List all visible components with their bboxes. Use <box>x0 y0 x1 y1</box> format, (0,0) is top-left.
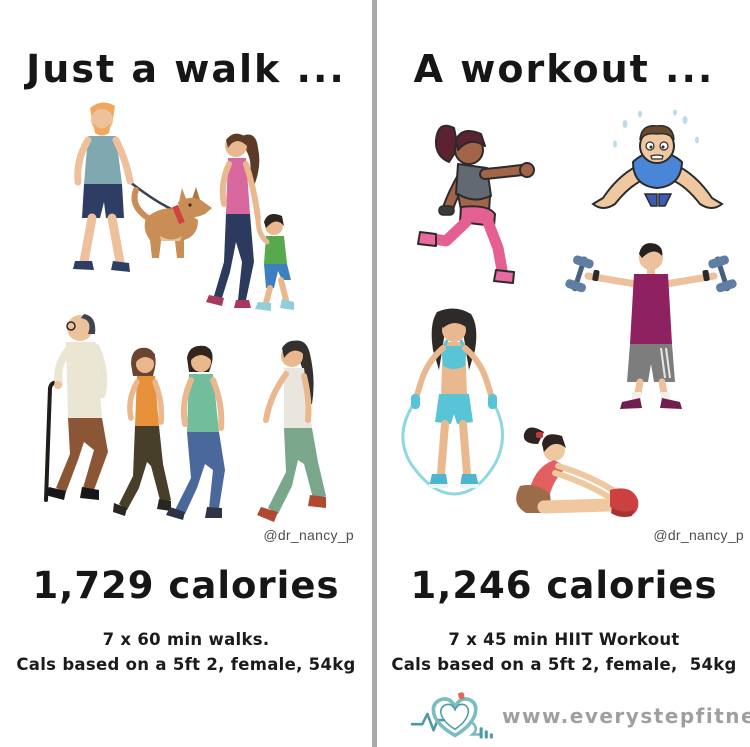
walk-detail-line2: Cals based on a 5ft 2, female, 54kg <box>16 655 356 674</box>
watermark-right: @dr_nancy_p <box>653 527 744 543</box>
walk-panel-title: Just a walk ... <box>26 47 346 92</box>
woman-walking-illustration <box>248 332 353 530</box>
man-pushup-illustration <box>585 110 730 218</box>
couple-walking-illustration <box>113 342 243 522</box>
watermark-left: @dr_nancy_p <box>263 527 354 543</box>
mother-walking-with-child-illustration <box>196 122 314 318</box>
woman-jump-rope-illustration <box>387 302 522 500</box>
workout-panel-title: A workout ... <box>413 47 715 92</box>
woman-running-icon <box>417 124 535 284</box>
woman-stretching-illustration <box>492 420 657 528</box>
footer: www.everystepfitness.com <box>410 688 750 744</box>
man-walking-dog-icon <box>73 102 212 272</box>
woman-jump-rope-icon <box>401 308 505 496</box>
elderly-man-with-cane-icon <box>44 314 108 502</box>
man-dumbbells-icon <box>565 243 737 409</box>
walk-detail-line1: 7 x 60 min walks. <box>102 630 270 649</box>
mother-walking-with-child-icon <box>206 133 294 311</box>
woman-stretching-icon <box>516 427 639 517</box>
woman-walking-icon <box>257 340 326 522</box>
walk-calories-value: 1,729 calories <box>32 564 340 607</box>
elderly-man-with-cane-illustration <box>12 292 137 522</box>
man-pushup-icon <box>591 110 724 209</box>
heart-pulse-dumbbell-logo-icon <box>410 689 496 743</box>
woman-running-illustration <box>400 112 550 292</box>
website-url: www.everystepfitness.com <box>502 704 750 728</box>
workout-detail-line2: Cals based on a 5ft 2, female, 54kg <box>391 655 737 674</box>
couple-walking-icon <box>113 345 225 520</box>
man-dumbbells-illustration <box>562 232 740 412</box>
workout-calories-value: 1,246 calories <box>410 564 718 607</box>
man-walking-dog-illustration <box>12 92 216 284</box>
center-divider <box>372 0 377 747</box>
workout-detail-line1: 7 x 45 min HIIT Workout <box>448 630 680 649</box>
